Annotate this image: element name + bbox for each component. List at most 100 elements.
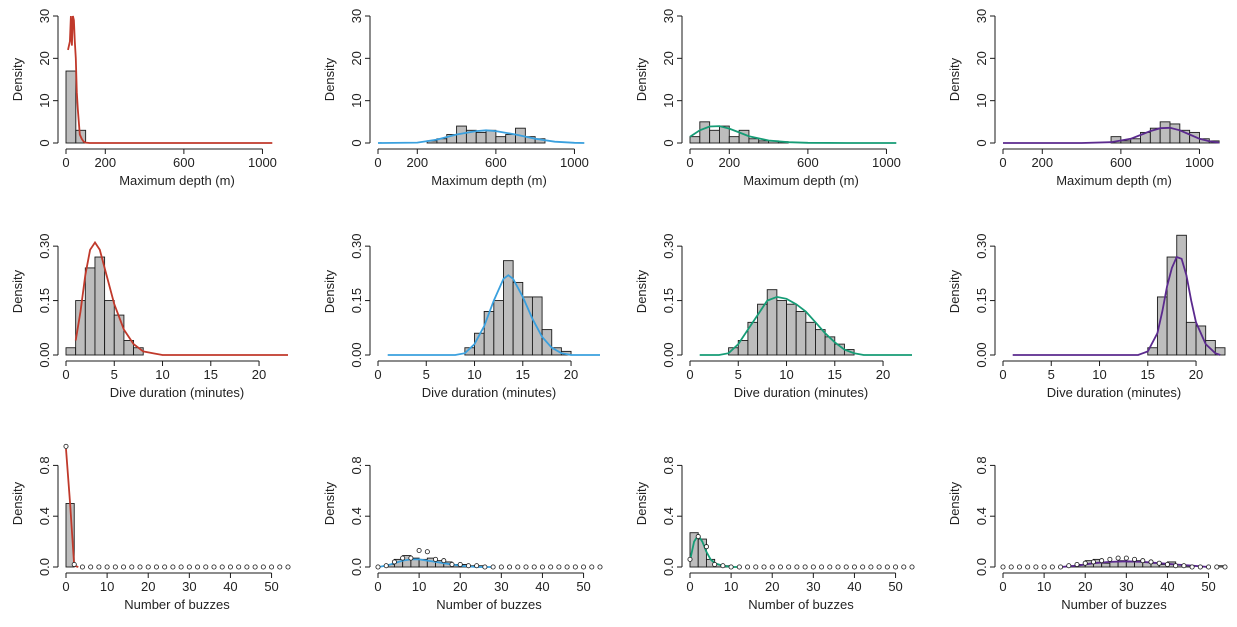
data-point bbox=[170, 564, 176, 570]
histogram-bar bbox=[84, 267, 96, 356]
x-tick-label: 600 bbox=[797, 155, 819, 170]
x-tick-label: 200 bbox=[1031, 155, 1053, 170]
y-tick-label: 0.0 bbox=[661, 558, 676, 576]
x-tick-label: 0 bbox=[374, 579, 381, 594]
x-tick-label: 15 bbox=[204, 367, 218, 382]
y-tick-label: 0.0 bbox=[974, 558, 989, 576]
data-point bbox=[424, 549, 430, 555]
x-tick-label: 0 bbox=[999, 367, 1006, 382]
data-point bbox=[1132, 556, 1138, 562]
data-point bbox=[876, 564, 882, 570]
y-tick-label: 0 bbox=[349, 139, 364, 146]
histogram-bar bbox=[795, 311, 807, 356]
data-point bbox=[186, 564, 192, 570]
y-axis-label: Density bbox=[947, 57, 962, 101]
data-point bbox=[515, 564, 521, 570]
y-tick-label: 10 bbox=[661, 93, 676, 107]
histogram-bar bbox=[1189, 131, 1200, 144]
data-point bbox=[777, 564, 783, 570]
y-tick-label: 20 bbox=[661, 51, 676, 65]
histogram-bar bbox=[748, 138, 760, 144]
histogram-bar bbox=[493, 300, 504, 356]
data-point bbox=[1025, 564, 1031, 570]
data-point bbox=[71, 561, 77, 567]
y-tick-label: 10 bbox=[37, 93, 52, 107]
y-tick-label: 0.15 bbox=[349, 288, 364, 313]
data-point bbox=[391, 559, 397, 565]
x-tick-label: 5 bbox=[735, 367, 742, 382]
data-point bbox=[786, 564, 792, 570]
data-point bbox=[860, 564, 866, 570]
data-point bbox=[1090, 559, 1096, 565]
y-tick-label: 30 bbox=[661, 9, 676, 23]
histogram-bar bbox=[699, 121, 711, 144]
data-point bbox=[1148, 559, 1154, 565]
data-point bbox=[1008, 564, 1014, 570]
histogram-bar bbox=[758, 140, 770, 144]
data-point bbox=[1033, 564, 1039, 570]
data-point bbox=[88, 564, 94, 570]
y-tick-label: 0.00 bbox=[37, 342, 52, 367]
histogram-bar bbox=[728, 136, 740, 144]
data-point bbox=[195, 564, 201, 570]
data-point bbox=[219, 564, 225, 570]
x-tick-label: 30 bbox=[182, 579, 196, 594]
data-point bbox=[1082, 560, 1088, 566]
histogram-bar bbox=[1120, 140, 1132, 144]
data-point bbox=[285, 564, 291, 570]
data-point bbox=[909, 564, 915, 570]
data-point bbox=[1214, 564, 1220, 570]
x-tick-label: 1000 bbox=[872, 155, 901, 170]
x-tick-label: 20 bbox=[141, 579, 155, 594]
y-axis-label: Density bbox=[10, 481, 25, 525]
x-tick-label: 0 bbox=[374, 155, 381, 170]
data-point bbox=[851, 564, 857, 570]
data-point bbox=[211, 564, 217, 570]
data-point bbox=[416, 547, 422, 553]
y-axis-label: Density bbox=[322, 269, 337, 313]
histogram-bar bbox=[475, 131, 487, 144]
x-tick-label: 0 bbox=[999, 155, 1006, 170]
data-point bbox=[819, 564, 825, 570]
data-point bbox=[1000, 564, 1006, 570]
data-point bbox=[449, 561, 455, 567]
panel-2-3: 0 5 10 15 20 Dive duration (minutes) 0.00 0.15 0… bbox=[634, 233, 912, 400]
data-point bbox=[1123, 555, 1129, 561]
data-point bbox=[572, 564, 578, 570]
histogram-bar bbox=[1166, 256, 1178, 356]
histogram-bar bbox=[483, 311, 495, 356]
histogram-bar bbox=[1185, 321, 1197, 356]
data-point bbox=[581, 564, 587, 570]
data-point bbox=[884, 564, 890, 570]
data-point bbox=[539, 564, 545, 570]
x-tick-label: 20 bbox=[564, 367, 578, 382]
data-point bbox=[498, 564, 504, 570]
x-tick-label: 5 bbox=[111, 367, 118, 382]
y-axis-label: Density bbox=[10, 269, 25, 313]
histogram-bar bbox=[65, 347, 77, 356]
x-tick-label: 0 bbox=[62, 579, 69, 594]
data-point bbox=[589, 564, 595, 570]
x-tick-label: 50 bbox=[576, 579, 590, 594]
y-tick-label: 0 bbox=[661, 139, 676, 146]
data-point bbox=[153, 564, 159, 570]
histogram-bar bbox=[104, 300, 115, 356]
panel-2-4: 0 5 10 15 20 Dive duration (minutes) 0.00 0.15 0… bbox=[947, 233, 1226, 400]
data-point bbox=[433, 556, 439, 562]
histogram-bar bbox=[505, 134, 516, 144]
x-tick-label: 15 bbox=[516, 367, 530, 382]
x-tick-label: 0 bbox=[686, 155, 693, 170]
y-tick-label: 0.00 bbox=[974, 342, 989, 367]
data-point bbox=[736, 564, 742, 570]
x-tick-label: 50 bbox=[1201, 579, 1215, 594]
data-point bbox=[1140, 558, 1146, 564]
x-tick-label: 10 bbox=[779, 367, 793, 382]
y-tick-label: 0.8 bbox=[661, 456, 676, 474]
y-tick-label: 20 bbox=[974, 51, 989, 65]
data-point bbox=[687, 556, 693, 562]
data-point bbox=[1099, 558, 1105, 564]
data-point bbox=[1206, 564, 1212, 570]
histogram-bar bbox=[786, 303, 797, 356]
panel-3-1: 0 10 20 30 40 50 Number of buzzes 0.0 0.4 0.8 Dens… bbox=[10, 443, 291, 612]
